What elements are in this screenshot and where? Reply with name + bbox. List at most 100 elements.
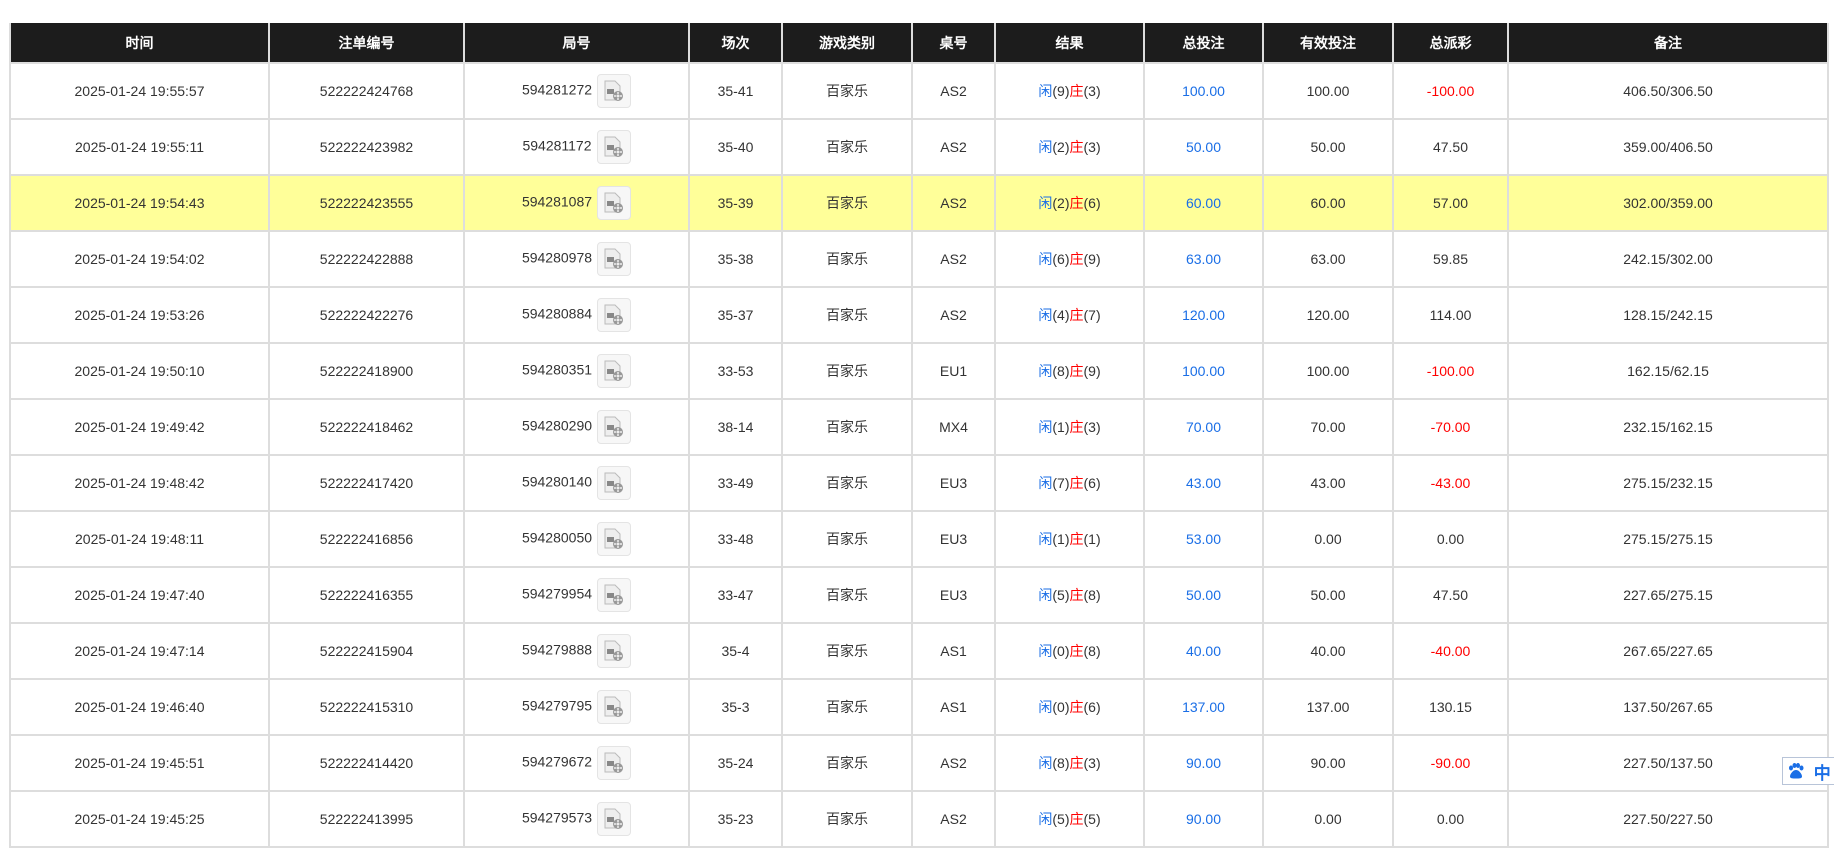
time-cell: 2025-01-24 19:50:10 (9, 342, 270, 400)
video-replay-button[interactable] (597, 634, 632, 668)
remark-cell-text: 406.50/306.50 (1623, 83, 1713, 99)
total-bet-cell: 137.00 (1143, 678, 1264, 736)
table-row[interactable]: 2025-01-24 19:55:11 522222423982 594281172… (9, 118, 1829, 176)
banker-label: 庄 (1069, 139, 1084, 155)
banker-label: 庄 (1069, 699, 1084, 715)
video-replay-button[interactable] (597, 186, 632, 220)
table-cell-text: EU3 (939, 587, 968, 603)
table-row[interactable]: 2025-01-24 19:48:42 522222417420 594280140… (9, 454, 1829, 512)
table-row[interactable]: 2025-01-24 19:49:42 522222418462 594280290… (9, 398, 1829, 456)
time-cell-text: 2025-01-24 19:47:40 (74, 587, 205, 603)
video-replay-button[interactable] (597, 354, 632, 388)
remark-cell-text: 275.15/232.15 (1623, 475, 1713, 491)
table-row[interactable]: 2025-01-24 19:45:25 522222413995 594279573… (9, 790, 1829, 848)
game-type-cell-text: 百家乐 (826, 755, 868, 771)
valid-bet-cell-text: 50.00 (1310, 587, 1346, 603)
video-replay-button[interactable] (597, 242, 632, 276)
result-cell: 闲(2)庄(3) (994, 118, 1145, 176)
player-label: 闲 (1038, 531, 1053, 547)
table-row[interactable]: 2025-01-24 19:48:11 522222416856 594280050… (9, 510, 1829, 568)
video-file-icon (604, 136, 623, 157)
payout-cell: -70.00 (1392, 398, 1509, 456)
game-type-cell: 百家乐 (781, 118, 913, 176)
bet-id-cell-text: 522222418900 (319, 363, 414, 379)
player-label: 闲 (1038, 195, 1053, 211)
video-replay-button[interactable] (597, 578, 632, 612)
total-bet-cell-text: 120.00 (1182, 307, 1225, 323)
remark-cell: 128.15/242.15 (1507, 286, 1829, 344)
round-id: 594281172 (522, 137, 592, 154)
round-id: 594281272 (521, 81, 593, 98)
time-cell: 2025-01-24 19:45:25 (9, 790, 270, 848)
table-cell: MX4 (911, 398, 996, 456)
remark-cell: 227.50/137.50 (1507, 734, 1829, 792)
remark-cell-text: 227.50/137.50 (1623, 755, 1713, 771)
video-replay-button[interactable] (597, 690, 632, 724)
valid-bet-cell: 50.00 (1262, 118, 1394, 176)
banker-label: 庄 (1069, 531, 1084, 547)
ime-indicator[interactable]: 中 (1782, 757, 1834, 785)
video-replay-button[interactable] (597, 298, 632, 332)
video-file-icon (604, 248, 624, 269)
table-row[interactable]: 2025-01-24 19:55:57 522222424768 594281272… (9, 62, 1829, 120)
table-row[interactable]: 2025-01-24 19:47:14 522222415904 594279888… (9, 622, 1829, 680)
table-row[interactable]: 2025-01-24 19:53:26 522222422276 594280884… (9, 286, 1829, 344)
table-row[interactable]: 2025-01-24 19:54:43 522222423555 594281087… (9, 174, 1829, 232)
session-cell: 35-38 (688, 230, 783, 288)
column-header: 局号 (463, 23, 690, 64)
session-cell-text: 35-4 (721, 643, 750, 659)
banker-label: 庄 (1069, 643, 1084, 659)
payout-cell-text: 59.85 (1432, 251, 1469, 267)
remark-cell: 302.00/359.00 (1507, 174, 1829, 232)
bet-id-cell-text: 522222415310 (319, 699, 414, 715)
video-replay-button[interactable] (597, 802, 632, 836)
video-replay-button[interactable] (597, 466, 632, 500)
table-row[interactable]: 2025-01-24 19:47:40 522222416355 594279954… (9, 566, 1829, 624)
round-cell: 594281087 (463, 174, 690, 232)
result-cell: 闲(5)庄(8) (994, 566, 1145, 624)
video-file-icon (604, 528, 624, 549)
player-score: (7) (1052, 475, 1070, 491)
payout-cell-text: 47.50 (1432, 587, 1469, 603)
table-row[interactable]: 2025-01-24 19:54:02 522222422888 594280978… (9, 230, 1829, 288)
round-id: 594280884 (521, 305, 593, 322)
column-header: 时间 (9, 23, 270, 64)
total-bet-cell-text: 70.00 (1185, 419, 1222, 435)
table-cell: EU1 (911, 342, 996, 400)
remark-cell: 232.15/162.15 (1507, 398, 1829, 456)
payout-cell: 47.50 (1392, 118, 1509, 176)
video-replay-button[interactable] (597, 746, 632, 780)
session-cell-text: 33-53 (717, 363, 754, 379)
column-header: 场次 (688, 23, 783, 64)
player-label: 闲 (1038, 139, 1053, 155)
bet-id-cell-text: 522222416856 (319, 531, 414, 547)
video-replay-button[interactable] (597, 410, 632, 444)
video-replay-button[interactable] (597, 74, 632, 108)
game-type-cell: 百家乐 (781, 734, 913, 792)
valid-bet-cell-text: 120.00 (1306, 307, 1350, 323)
table-row[interactable]: 2025-01-24 19:50:10 522222418900 594280351… (9, 342, 1829, 400)
session-cell-text: 38-14 (717, 419, 754, 435)
session-cell: 35-37 (688, 286, 783, 344)
game-type-cell: 百家乐 (781, 174, 913, 232)
total-bet-cell-text: 90.00 (1185, 811, 1222, 827)
round-id: 594280351 (521, 361, 593, 378)
video-replay-button[interactable] (596, 130, 631, 164)
video-replay-button[interactable] (597, 522, 632, 556)
time-cell-text: 2025-01-24 19:48:42 (74, 475, 205, 491)
video-file-icon (604, 640, 624, 661)
round-id: 594279888 (521, 641, 593, 658)
game-type-cell-text: 百家乐 (826, 643, 868, 659)
table-row[interactable]: 2025-01-24 19:46:40 522222415310 594279795… (9, 678, 1829, 736)
game-type-cell-text: 百家乐 (826, 699, 868, 715)
valid-bet-cell-text: 70.00 (1310, 419, 1346, 435)
result-cell: 闲(0)庄(6) (994, 678, 1145, 736)
game-type-cell-text: 百家乐 (826, 475, 868, 491)
total-bet-cell: 100.00 (1143, 342, 1264, 400)
column-header: 注单编号 (268, 23, 465, 64)
table-row[interactable]: 2025-01-24 19:45:51 522222414420 594279672… (9, 734, 1829, 792)
player-label: 闲 (1038, 755, 1053, 771)
player-label: 闲 (1038, 363, 1053, 379)
valid-bet-cell: 70.00 (1262, 398, 1394, 456)
table-cell-text: EU3 (939, 475, 968, 491)
